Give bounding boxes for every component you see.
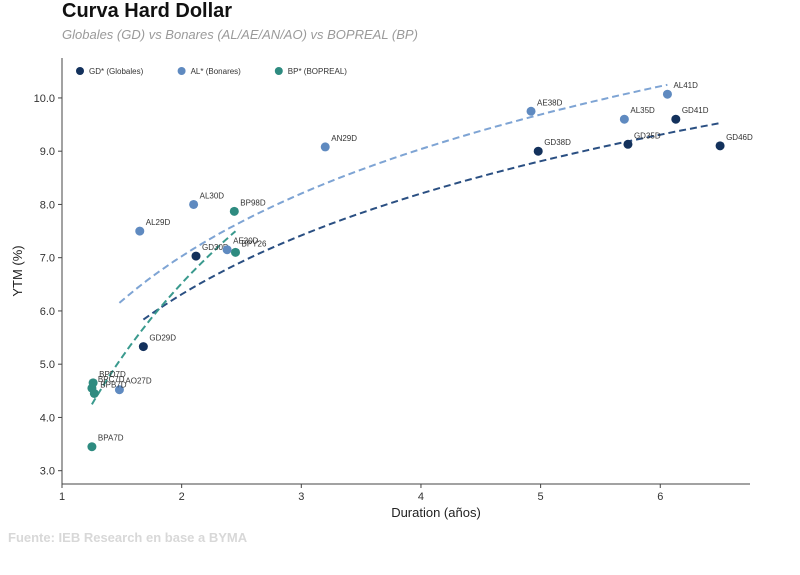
point-label: GD30D (202, 243, 229, 252)
point-label: GD35D (634, 131, 661, 140)
point-label: BPY26 (241, 239, 266, 248)
y-tick-label: 5.0 (40, 359, 55, 371)
point-label: AL29D (146, 218, 171, 227)
point-label: AO27D (125, 377, 151, 386)
data-point (320, 142, 330, 152)
data-point (189, 199, 199, 209)
legend-label: GD* (Globales) (89, 67, 144, 76)
legend-marker (177, 67, 186, 75)
point-label: AL35D (630, 106, 655, 115)
data-point (533, 146, 543, 156)
point-label: AL41D (673, 81, 698, 90)
y-tick-label: 3.0 (40, 466, 55, 478)
data-point (623, 139, 633, 149)
data-point (671, 114, 681, 124)
data-point (89, 388, 99, 398)
y-axis-label: YTM (%) (10, 245, 25, 296)
point-label: AL30D (200, 191, 225, 200)
point-label: GD29D (149, 334, 176, 343)
data-point (229, 206, 239, 216)
x-tick-label: 3 (298, 491, 304, 503)
data-point (526, 106, 536, 116)
point-label: AE30D (233, 237, 259, 246)
x-tick-label: 4 (418, 491, 424, 503)
data-point (662, 89, 672, 99)
legend-label: BP* (BOPREAL) (288, 67, 347, 76)
chart-title: Curva Hard Dollar (62, 0, 233, 22)
y-tick-label: 4.0 (40, 412, 55, 424)
point-label: AN29D (331, 134, 357, 143)
data-point (114, 385, 124, 395)
y-tick-label: 6.0 (40, 306, 55, 318)
data-point (88, 378, 98, 388)
data-point (222, 245, 232, 255)
point-label: BPC7D (98, 375, 125, 384)
y-tick-label: 9.0 (40, 146, 55, 158)
trend-line (91, 230, 237, 405)
point-label: BPB7D (100, 380, 126, 389)
legend-label: AL* (Bonares) (191, 67, 242, 76)
point-label: GD46D (726, 133, 753, 142)
legend-marker (76, 67, 84, 75)
data-point (138, 342, 148, 352)
data-point (191, 251, 201, 261)
point-label: GD41D (682, 106, 709, 115)
source-note: Fuente: IEB Research en base a BYMA (8, 530, 248, 545)
data-point (230, 247, 240, 257)
chart-subtitle: Globales (GD) vs Bonares (AL/AE/AN/AO) v… (62, 27, 418, 42)
data-point (135, 226, 145, 236)
x-tick-label: 5 (538, 491, 544, 503)
point-label: BP98D (240, 198, 266, 207)
data-point (619, 114, 629, 124)
data-point (715, 141, 725, 151)
legend-marker (274, 67, 283, 75)
point-label: BPA7D (98, 434, 124, 443)
y-tick-label: 10.0 (34, 93, 55, 105)
point-label: BPD7D (99, 370, 126, 379)
x-tick-label: 1 (59, 491, 65, 503)
trend-line (142, 122, 721, 321)
y-tick-label: 7.0 (40, 253, 55, 265)
x-tick-label: 2 (179, 491, 185, 503)
trend-line (118, 83, 668, 304)
y-tick-label: 8.0 (40, 199, 55, 211)
data-point (87, 442, 97, 452)
x-tick-label: 6 (657, 491, 663, 503)
point-label: GD38D (544, 138, 571, 147)
x-axis-label: Duration (años) (391, 505, 481, 520)
point-label: AE38D (537, 98, 563, 107)
